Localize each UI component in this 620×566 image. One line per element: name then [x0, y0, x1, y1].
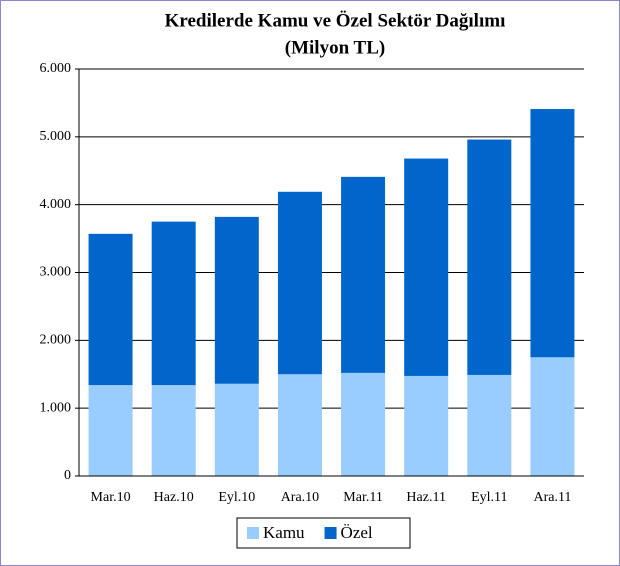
x-tick-label: Mar.10 [91, 490, 131, 505]
bar-segment [530, 357, 575, 476]
y-tick-label: 2.000 [40, 333, 72, 348]
y-tick-label: 3.000 [40, 265, 72, 280]
y-tick-label: 0 [64, 468, 71, 483]
y-tick-label: 1.000 [40, 400, 72, 415]
x-tick-label: Eyl.11 [471, 490, 507, 505]
bar-segment [467, 374, 512, 476]
x-tick-label: Haz.11 [406, 490, 446, 505]
legend-label: Kamu [263, 523, 305, 542]
bar-segment [277, 191, 322, 375]
chart-subtitle: (Milyon TL) [285, 37, 385, 58]
chart-title: Kredilerde Kamu ve Özel Sektör Dağılımı [165, 10, 506, 31]
bar-segment [88, 233, 133, 386]
bar-segment [88, 385, 133, 476]
bar-segment [151, 385, 196, 476]
x-tick-label: Ara.10 [281, 490, 320, 505]
bar-segment [467, 139, 512, 375]
y-tick-label: 4.000 [40, 197, 72, 212]
bar-segment [214, 383, 259, 476]
x-tick-label: Mar.11 [343, 490, 383, 505]
x-tick-label: Haz.10 [154, 490, 194, 505]
legend-swatch [324, 527, 337, 539]
bar-segment [530, 109, 575, 358]
bar-segment [404, 158, 449, 376]
y-tick-label: 5.000 [40, 129, 72, 144]
legend-box [236, 517, 411, 549]
bar-segment [214, 216, 259, 384]
bar-segment [151, 221, 196, 386]
x-tick-label: Ara.11 [533, 490, 571, 505]
bar-segment [277, 374, 322, 476]
y-tick-label: 6.000 [40, 61, 72, 76]
bar-segment [404, 375, 449, 476]
legend-label: Özel [341, 523, 373, 542]
bar-segment [341, 372, 386, 476]
x-tick-label: Eyl.10 [218, 490, 255, 505]
bar-segment [341, 176, 386, 373]
legend-swatch [247, 527, 259, 539]
